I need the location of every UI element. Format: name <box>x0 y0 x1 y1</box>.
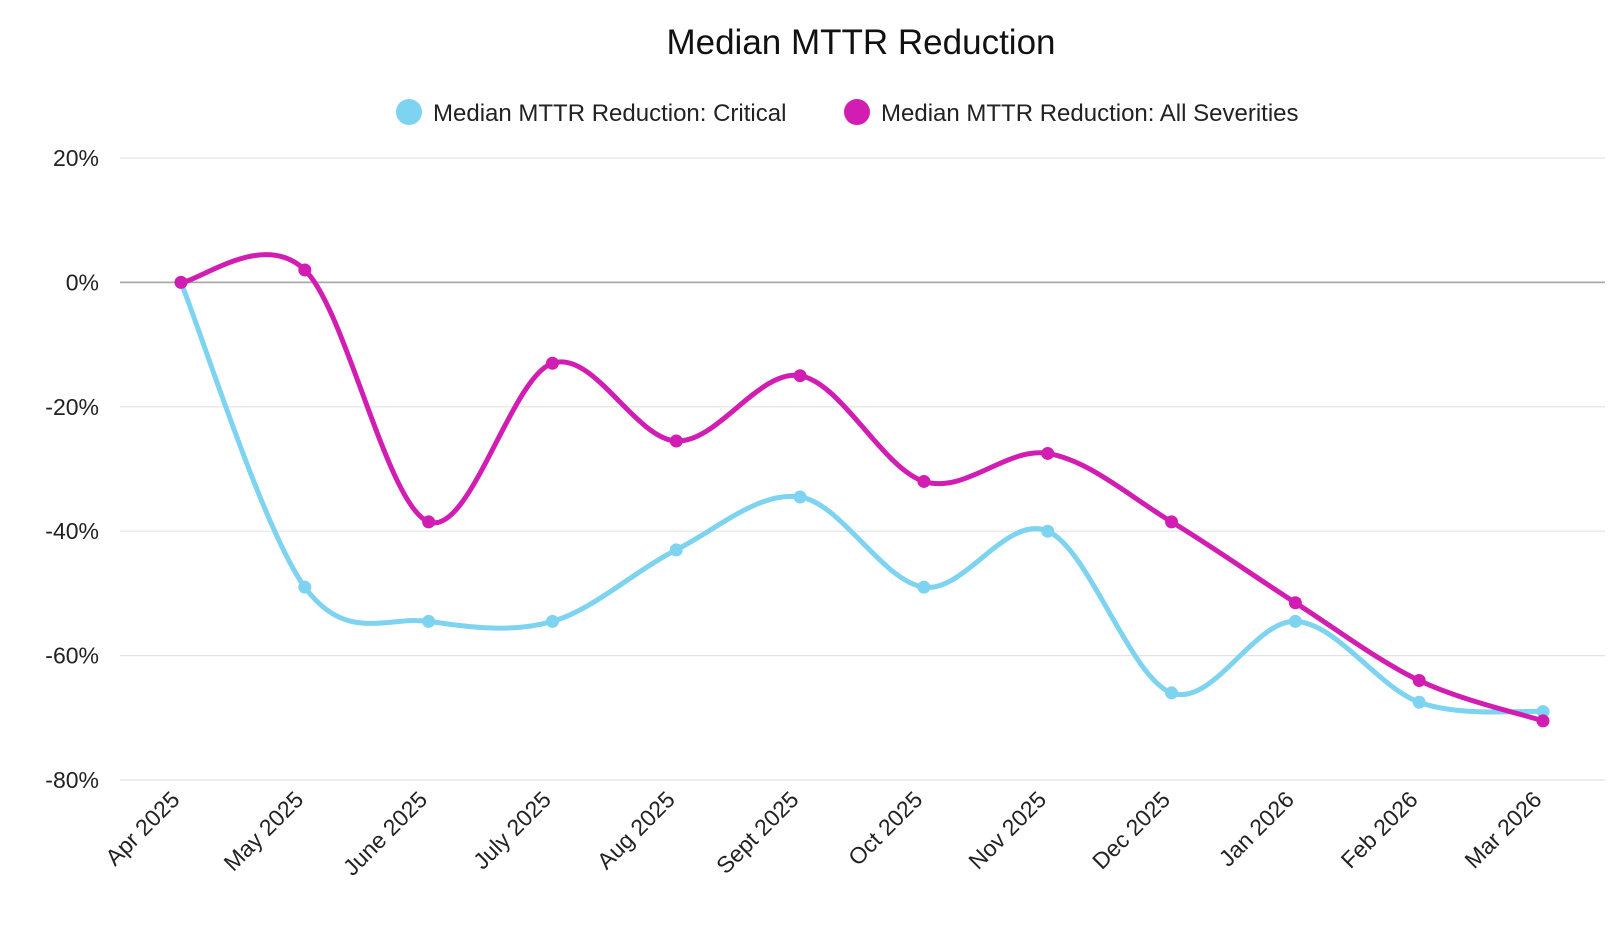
data-point-critical[interactable] <box>1041 524 1055 538</box>
x-tick-label: Apr 2025 <box>100 786 184 870</box>
data-point-all-severities[interactable] <box>545 356 559 370</box>
x-tick-label: Jan 2026 <box>1214 786 1299 871</box>
legend-label-all-severities: Median MTTR Reduction: All Severities <box>881 100 1299 127</box>
data-point-all-severities[interactable] <box>174 275 188 289</box>
data-point-critical[interactable] <box>545 614 559 628</box>
y-tick-label: -80% <box>45 767 99 793</box>
data-point-critical[interactable] <box>1165 686 1179 700</box>
data-point-critical[interactable] <box>669 543 683 557</box>
data-point-all-severities[interactable] <box>1165 515 1179 529</box>
data-point-critical[interactable] <box>917 580 931 594</box>
data-point-all-severities[interactable] <box>1412 673 1426 687</box>
legend-swatch-critical <box>396 99 422 125</box>
x-tick-label: Mar 2026 <box>1459 786 1546 873</box>
data-point-all-severities[interactable] <box>793 369 807 383</box>
x-tick-label: Aug 2025 <box>592 786 680 874</box>
legend: Median MTTR Reduction: Critical Median M… <box>396 99 1299 127</box>
x-tick-label: June 2025 <box>338 786 432 880</box>
data-point-critical[interactable] <box>1288 614 1302 628</box>
x-tick-label: Sept 2025 <box>711 786 804 879</box>
y-tick-label: -60% <box>45 643 99 669</box>
data-point-all-severities[interactable] <box>917 474 931 488</box>
legend-item-critical[interactable]: Median MTTR Reduction: Critical <box>396 99 786 127</box>
data-point-all-severities[interactable] <box>669 434 683 448</box>
x-axis: Apr 2025 May 2025 June 2025 July 2025 Aug 20… <box>100 786 1546 880</box>
y-axis: 20% 0% -20% -40% -60% -80% <box>45 145 99 793</box>
y-tick-label: 20% <box>53 145 99 171</box>
series-layer <box>174 252 1550 728</box>
legend-label-critical: Median MTTR Reduction: Critical <box>433 100 786 127</box>
x-tick-label: July 2025 <box>468 786 556 874</box>
x-tick-label: Oct 2025 <box>843 786 927 870</box>
y-tick-label: 0% <box>66 269 99 295</box>
data-point-critical[interactable] <box>1412 695 1426 709</box>
chart-title: Median MTTR Reduction <box>666 23 1055 62</box>
legend-swatch-all-severities <box>844 99 870 125</box>
data-point-all-severities[interactable] <box>298 263 312 277</box>
y-tick-label: -40% <box>45 518 99 544</box>
series-line-critical <box>178 279 1546 715</box>
data-point-critical[interactable] <box>793 490 807 504</box>
x-tick-label: Feb 2026 <box>1336 786 1423 873</box>
data-point-critical[interactable] <box>1536 705 1550 719</box>
data-point-all-severities[interactable] <box>422 515 436 529</box>
x-tick-label: Nov 2025 <box>963 786 1051 874</box>
series-line-all-severities <box>178 252 1546 724</box>
data-point-critical[interactable] <box>298 580 312 594</box>
data-point-all-severities[interactable] <box>1536 714 1550 728</box>
x-tick-label: May 2025 <box>219 786 309 876</box>
y-tick-label: -20% <box>45 394 99 420</box>
data-point-all-severities[interactable] <box>1288 596 1302 610</box>
data-point-all-severities[interactable] <box>1041 446 1055 460</box>
data-point-critical[interactable] <box>422 614 436 628</box>
legend-item-all-severities[interactable]: Median MTTR Reduction: All Severities <box>844 99 1299 127</box>
grid-lines <box>120 157 1605 781</box>
x-tick-label: Dec 2025 <box>1087 786 1175 874</box>
